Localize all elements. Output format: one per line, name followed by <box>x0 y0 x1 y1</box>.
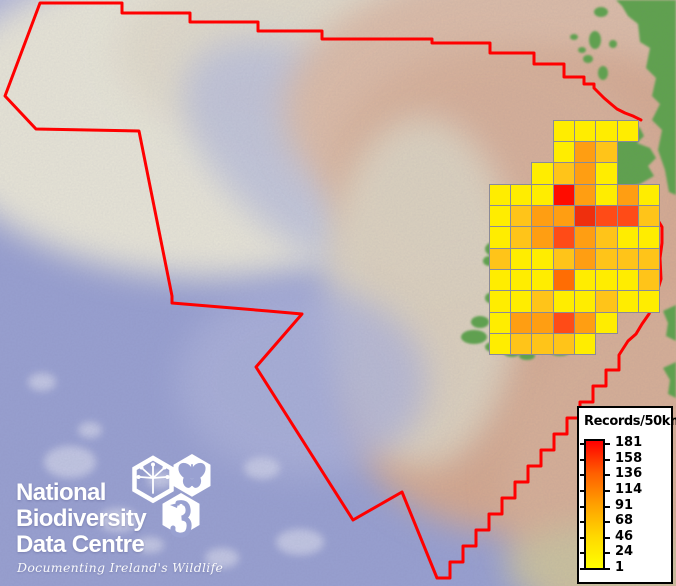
legend-tick <box>580 458 586 461</box>
legend-value: 158 <box>615 450 643 466</box>
legend-tick <box>603 443 610 445</box>
legend-tick <box>580 443 586 445</box>
legend-tick <box>603 521 610 524</box>
legend-value: 114 <box>615 481 643 497</box>
legend-tick <box>580 489 586 492</box>
legend-tick <box>603 552 610 555</box>
legend-value: 136 <box>615 466 643 482</box>
legend-tick <box>580 536 586 539</box>
legend-title: Records/50km <box>584 414 676 429</box>
legend-value: 46 <box>615 528 634 544</box>
legend-tick <box>580 552 586 555</box>
logo-tagline: Documenting Ireland's Wildlife <box>17 560 224 575</box>
logo-hexagons <box>132 454 211 538</box>
legend-value: 68 <box>615 513 634 529</box>
legend-value: 181 <box>615 435 643 450</box>
legend-tick <box>603 458 610 461</box>
logo-text-line2: Biodiversity <box>16 505 147 532</box>
logo-text-line3: Data Centre <box>16 531 145 558</box>
legend-tick <box>603 474 610 477</box>
designated-area-boundary-line <box>3 1 664 580</box>
legend-tick <box>580 505 586 508</box>
legend-tick <box>603 489 610 492</box>
legend-tick <box>603 568 610 570</box>
legend-color-bar <box>584 439 605 570</box>
logo-text-line1: National <box>16 479 106 506</box>
legend-tick <box>580 568 586 570</box>
plant-icon <box>132 455 174 504</box>
legend-panel: Records/50km 181 158 136 114 91 68 46 24 1 <box>577 406 676 584</box>
legend-tick <box>580 474 586 477</box>
legend-tick <box>603 536 610 539</box>
legend-tick <box>580 521 586 524</box>
nbdc-logo: National Biodiversity Data Centre Docume… <box>14 448 254 583</box>
butterfly-icon <box>173 454 211 497</box>
legend-tick <box>603 505 610 508</box>
legend-value: 1 <box>615 560 625 575</box>
legend-value: 91 <box>615 497 634 513</box>
legend-value: 24 <box>615 544 634 560</box>
seahorse-icon <box>162 493 200 538</box>
